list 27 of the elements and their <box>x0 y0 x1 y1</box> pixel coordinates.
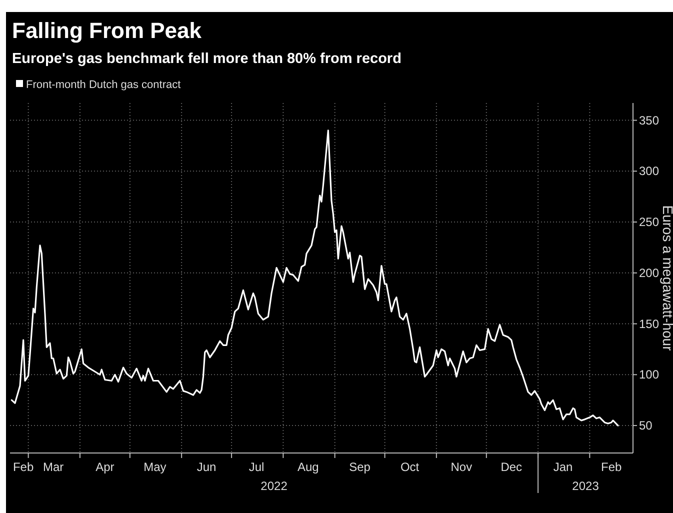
x-tick-label: Jun <box>196 460 216 474</box>
x-tick-label: Oct <box>400 460 420 474</box>
x-tick-label: Feb <box>12 460 34 474</box>
y-tick-label: 300 <box>639 164 660 178</box>
x-tick-label: Jul <box>248 460 264 474</box>
x-tick-label: Sep <box>349 460 371 474</box>
legend-label: Front-month Dutch gas contract <box>26 79 181 91</box>
chart-title: Falling From Peak <box>12 18 202 43</box>
text: 2022 <box>260 479 288 493</box>
y-tick-label: 50 <box>639 418 653 433</box>
x-tick-label: Mar <box>42 460 64 474</box>
y-tick-label: 350 <box>639 113 660 128</box>
x-tick-label: May <box>144 460 166 474</box>
y-tick-label: 150 <box>639 316 660 331</box>
y-tick-label: 100 <box>639 368 660 382</box>
y-axis-title: Euros a megawatt-hour <box>660 205 673 352</box>
y-tick-label: 200 <box>639 266 660 280</box>
x-tick-label: Jan <box>553 460 573 474</box>
x-tick-label: Apr <box>96 460 114 474</box>
chart-subtitle: Europe's gas benchmark fell more than 80% from record <box>12 51 402 67</box>
x-tick-label: Feb <box>601 460 622 474</box>
x-tick-label: Dec <box>500 460 522 474</box>
x-tick-label: Nov <box>450 460 472 474</box>
line-series <box>10 130 619 426</box>
text: 2023 <box>572 479 600 493</box>
y-tick-label: 250 <box>639 215 660 230</box>
x-tick-label: Aug <box>297 460 319 474</box>
